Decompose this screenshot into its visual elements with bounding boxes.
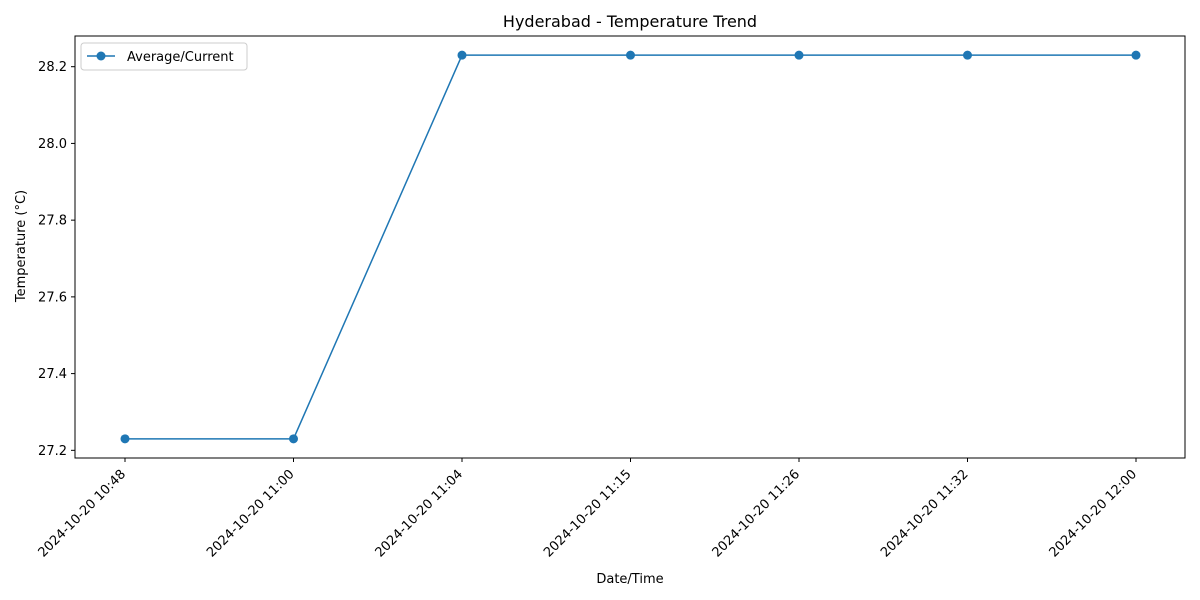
y-tick-label-5: 28.2: [38, 60, 67, 75]
y-tick-label-1: 27.4: [38, 367, 67, 382]
y-tick-label-4: 28.0: [38, 137, 67, 152]
chart-title: Hyderabad - Temperature Trend: [503, 12, 757, 31]
data-point-3: [626, 50, 635, 60]
y-axis-label: Temperature (°C): [14, 190, 29, 303]
legend-box: [80, 42, 248, 71]
data-point-6: [1131, 50, 1141, 60]
legend: Average/Current: [80, 42, 248, 71]
data-point-4: [794, 50, 804, 60]
legend-label: Average/Current: [127, 50, 234, 65]
legend-marker: [96, 51, 106, 61]
x-axis-label: Date/Time: [596, 572, 663, 587]
data-point-5: [963, 50, 972, 60]
y-tick-label-3: 27.8: [38, 214, 67, 229]
y-tick-label-0: 27.2: [38, 444, 67, 459]
data-point-2: [457, 50, 467, 60]
data-point-0: [120, 434, 130, 444]
y-tick-label-2: 27.6: [38, 290, 67, 305]
data-point-1: [289, 434, 298, 444]
